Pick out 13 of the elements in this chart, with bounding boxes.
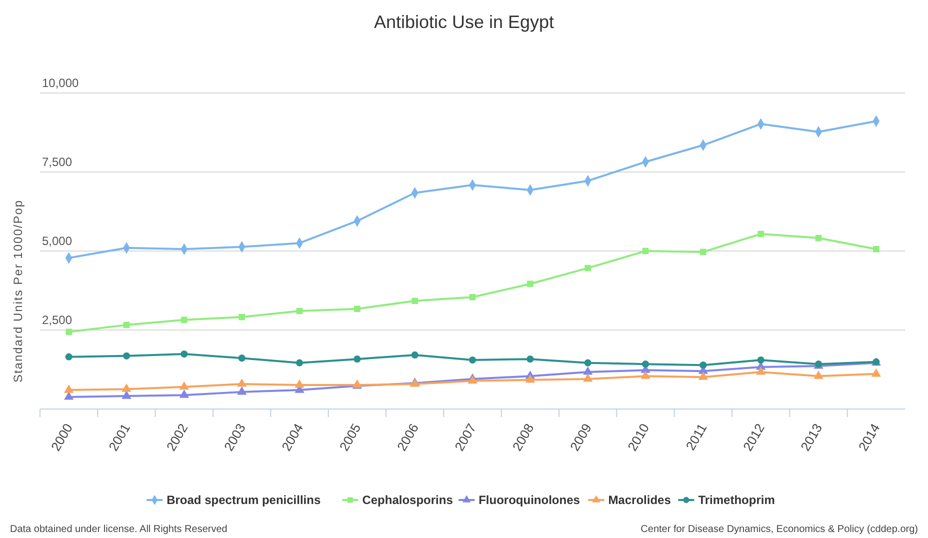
legend-label: Fluoroquinolones [478,493,580,507]
y-tick-label: 10,000 [42,76,80,90]
legend-label: Broad spectrum penicillins [166,493,321,507]
legend-label: Cephalosporins [362,493,454,507]
text: Center for Disease Dynamics, Economics & Policy (cddep.org) [640,524,918,535]
chart-title: Antibiotic Use in Egypt [374,12,554,32]
legend-label: Trimethoprim [698,493,775,507]
text: Data obtained under license. All Rights Reserved [10,524,228,535]
y-tick-label: 2,500 [42,313,72,327]
y-tick-label: 5,000 [42,234,72,248]
legend-label: Macrolides [608,493,672,507]
y-tick-label: 7,500 [42,155,72,169]
y-axis-title: Standard Units Per 1000/Pop [11,199,25,383]
